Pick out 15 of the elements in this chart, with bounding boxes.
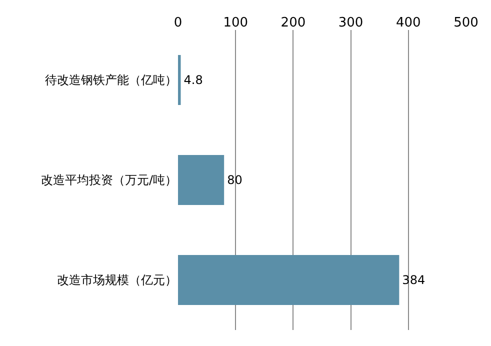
data-label: 384 bbox=[402, 273, 426, 287]
bar bbox=[178, 155, 224, 205]
x-tick-label: 0 bbox=[174, 15, 182, 30]
x-tick-label: 400 bbox=[396, 15, 421, 30]
bar bbox=[178, 55, 181, 105]
y-tick-label: 待改造钢铁产能（亿吨） bbox=[45, 73, 177, 88]
x-tick-label: 200 bbox=[280, 15, 306, 30]
data-label: 4.8 bbox=[184, 73, 203, 87]
x-tick-label: 500 bbox=[454, 15, 478, 30]
bar bbox=[178, 255, 400, 305]
x-tick-label: 300 bbox=[338, 15, 364, 30]
y-tick-label: 改造平均投资（万元/吨） bbox=[40, 173, 177, 188]
y-tick-label: 改造市场规模（亿元） bbox=[57, 273, 177, 288]
x-tick-label: 100 bbox=[223, 15, 248, 30]
data-label: 80 bbox=[227, 173, 242, 187]
